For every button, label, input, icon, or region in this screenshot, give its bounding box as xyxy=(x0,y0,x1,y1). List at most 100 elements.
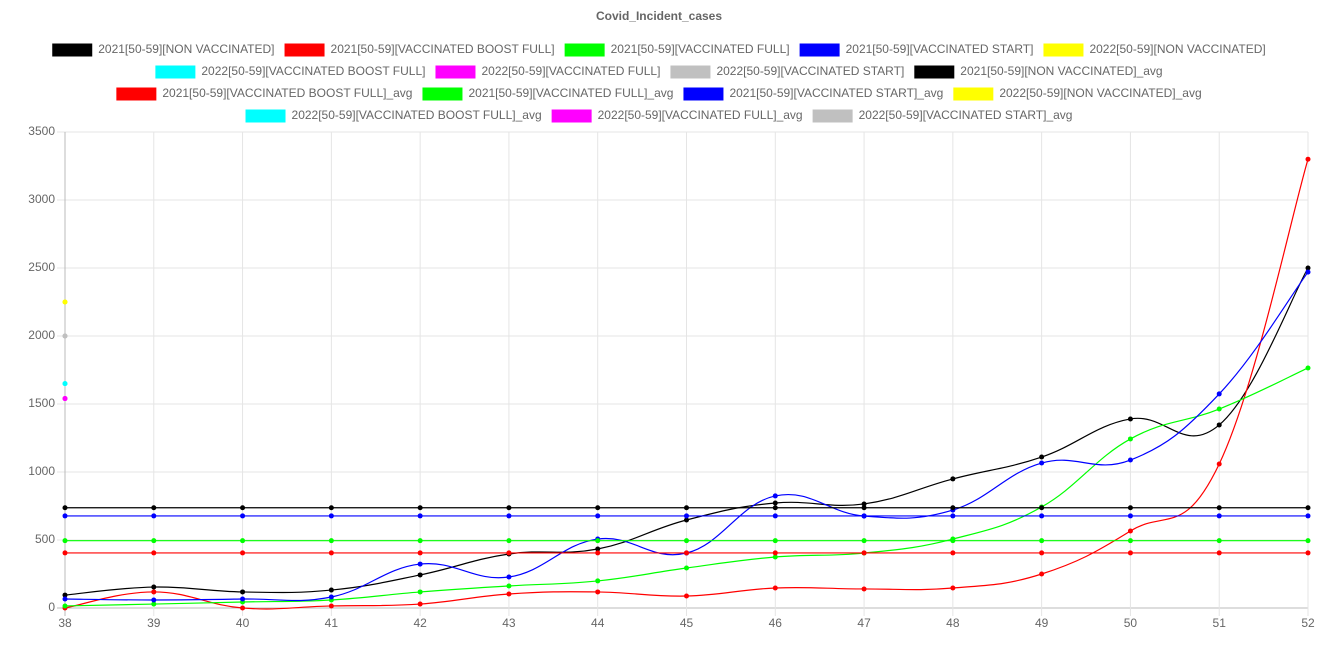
legend-label: 2022[50-59][NON VACCINATED]_avg xyxy=(999,86,1201,100)
data-point xyxy=(1305,550,1311,556)
data-point xyxy=(151,584,157,590)
data-point xyxy=(506,538,512,544)
data-point xyxy=(595,546,601,552)
legend-swatch xyxy=(670,65,711,79)
legend-label: 2021[50-59][VACCINATED BOOST FULL] xyxy=(331,42,555,56)
data-point xyxy=(328,513,334,519)
data-point xyxy=(1216,461,1222,467)
data-point xyxy=(861,550,867,556)
legend-label: 2022[50-59][VACCINATED START] xyxy=(716,64,904,78)
data-point xyxy=(1127,505,1133,511)
data-point xyxy=(684,565,689,571)
x-tick-label: 46 xyxy=(769,616,783,630)
legend-label: 2021[50-59][NON VACCINATED] xyxy=(98,42,274,56)
data-point xyxy=(506,591,512,597)
data-point xyxy=(506,513,512,519)
data-point xyxy=(62,603,68,609)
data-point xyxy=(240,550,246,556)
data-point xyxy=(151,513,157,519)
x-tick-label: 48 xyxy=(946,616,960,630)
x-tick-label: 38 xyxy=(58,616,72,630)
data-point xyxy=(1216,406,1222,412)
data-point xyxy=(1127,457,1133,463)
data-point xyxy=(772,550,778,556)
legend-swatch xyxy=(551,109,592,123)
data-point xyxy=(861,586,867,592)
legend-label: 2022[50-59][VACCINATED FULL]_avg xyxy=(598,108,803,122)
legend-label: 2022[50-59][VACCINATED BOOST FULL]_avg xyxy=(292,108,542,122)
data-point xyxy=(417,589,423,595)
legend-swatch xyxy=(812,109,853,123)
y-tick-label: 500 xyxy=(35,532,55,546)
data-point xyxy=(950,538,956,544)
data-point xyxy=(62,538,68,544)
data-point xyxy=(62,550,68,556)
legend-label: 2021[50-59][VACCINATED FULL]_avg xyxy=(468,86,673,100)
data-point xyxy=(772,500,778,506)
legend-swatch xyxy=(564,43,605,57)
data-point xyxy=(595,589,601,595)
data-point xyxy=(62,299,68,305)
x-tick-label: 41 xyxy=(325,616,339,630)
data-point xyxy=(151,550,157,556)
legend-swatch xyxy=(155,65,196,79)
data-point xyxy=(1127,513,1133,519)
data-point xyxy=(595,505,601,511)
data-point xyxy=(240,589,246,595)
data-point xyxy=(1216,513,1222,519)
x-tick-label: 39 xyxy=(147,616,161,630)
legend-label: 2021[50-59][NON VACCINATED]_avg xyxy=(960,64,1162,78)
data-point xyxy=(62,592,68,598)
data-point xyxy=(328,594,334,600)
data-point xyxy=(684,550,689,556)
data-point xyxy=(950,513,956,519)
x-tick-label: 50 xyxy=(1124,616,1138,630)
data-point xyxy=(684,538,689,544)
data-point xyxy=(861,505,867,511)
data-point xyxy=(1305,156,1311,162)
data-point xyxy=(684,505,689,511)
y-tick-label: 1500 xyxy=(28,396,55,410)
legend-swatch xyxy=(799,43,840,57)
data-point xyxy=(62,596,68,602)
data-point xyxy=(1305,269,1311,275)
data-point xyxy=(772,505,778,511)
data-point xyxy=(1305,365,1311,371)
data-point xyxy=(1305,538,1311,544)
data-point xyxy=(328,603,334,609)
data-point xyxy=(151,601,157,607)
y-tick-label: 3000 xyxy=(28,192,55,206)
data-point xyxy=(595,550,601,556)
chart-title: Covid_Incident_cases xyxy=(596,9,722,23)
data-point xyxy=(595,578,601,584)
data-point xyxy=(240,513,246,519)
data-point xyxy=(1039,538,1045,544)
data-point xyxy=(151,538,157,544)
data-point xyxy=(1127,528,1133,534)
legend-label: 2021[50-59][VACCINATED START] xyxy=(846,42,1034,56)
data-point xyxy=(1127,416,1133,422)
data-point xyxy=(772,513,778,519)
legend-swatch xyxy=(52,43,93,57)
series-line xyxy=(64,159,1309,610)
data-point xyxy=(506,583,512,589)
data-point xyxy=(1039,460,1045,466)
x-tick-label: 42 xyxy=(413,616,427,630)
legend-swatch xyxy=(422,87,463,101)
data-point xyxy=(1216,550,1222,556)
data-point xyxy=(417,561,423,567)
data-point xyxy=(506,574,512,580)
data-point xyxy=(62,505,68,511)
data-point xyxy=(328,550,334,556)
data-point xyxy=(417,513,423,519)
data-point xyxy=(1039,513,1045,519)
data-point xyxy=(506,550,512,556)
legend-label: 2022[50-59][NON VACCINATED] xyxy=(1089,42,1265,56)
data-point xyxy=(772,585,778,591)
x-tick-label: 44 xyxy=(591,616,605,630)
legend-swatch xyxy=(435,65,476,79)
data-point xyxy=(151,597,157,603)
legend-label: 2021[50-59][VACCINATED START]_avg xyxy=(729,86,943,100)
data-point xyxy=(417,601,423,607)
